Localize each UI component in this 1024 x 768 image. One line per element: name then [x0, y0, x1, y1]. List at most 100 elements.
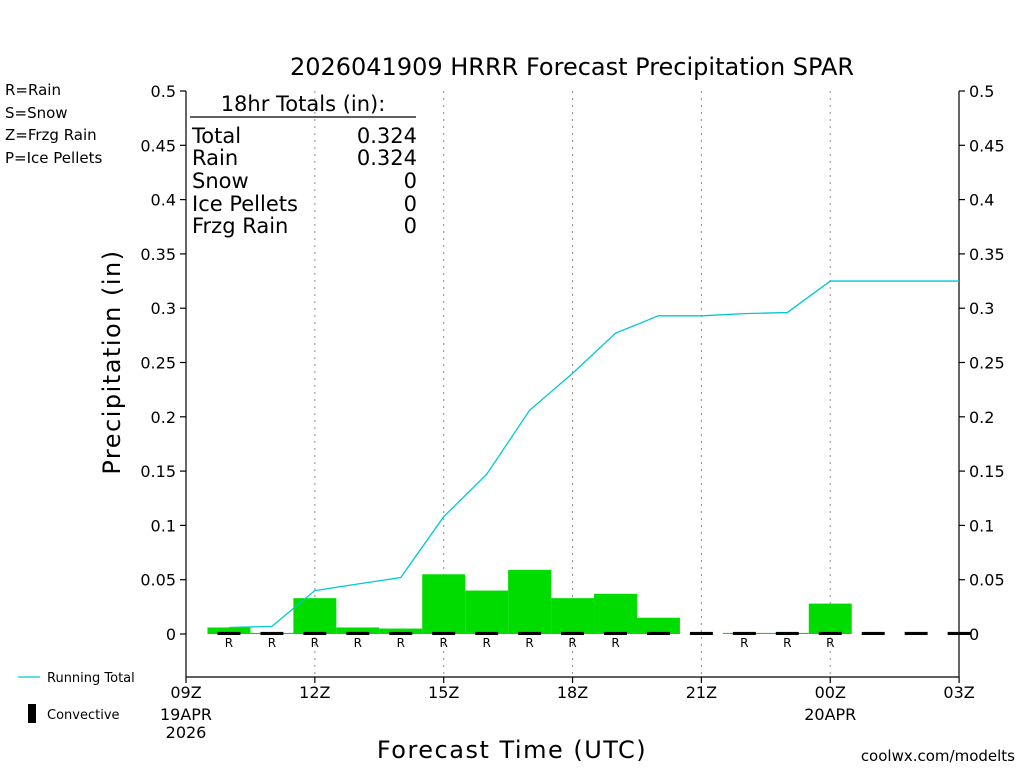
- convective-bar: [861, 631, 885, 635]
- ptype-legend-ice-pellets: P=Ice Pellets: [5, 149, 102, 167]
- convective-bar: [518, 631, 542, 635]
- y-tick-label: 0.2: [969, 408, 994, 427]
- convective-bar: [775, 631, 799, 635]
- convective-bar: [904, 631, 928, 635]
- series-legend: Running Total Convective: [18, 671, 135, 723]
- running-total-polyline: [228, 280, 960, 629]
- y-tick-label: 0.4: [969, 191, 994, 210]
- precip-bar: [508, 569, 552, 634]
- totals-row-label: Total: [191, 124, 241, 148]
- y-tick-label: 0.1: [151, 516, 176, 535]
- ptype-marker: R: [568, 636, 576, 650]
- ptype-marker: R: [525, 636, 533, 650]
- y-tick-label: 0.3: [151, 299, 176, 318]
- totals-row-value: 0: [404, 192, 417, 216]
- y-tick-label: 0.3: [969, 299, 994, 318]
- y-tick-label: 0.05: [140, 571, 176, 590]
- ptype-marker: R: [225, 636, 233, 650]
- ptype-marker: R: [311, 636, 319, 650]
- running-total-line: [228, 280, 960, 629]
- convective-bar: [732, 631, 756, 635]
- y-tick-label: 0.5: [151, 82, 176, 101]
- totals-row-value: 0.324: [357, 124, 417, 148]
- totals-box: 18hr Totals (in): Total 0.324 Rain 0.324…: [190, 92, 417, 238]
- y-tick-label: 0.35: [140, 245, 176, 264]
- convective-bar: [217, 631, 241, 635]
- precip-bars: [207, 569, 852, 634]
- convective-bar: [561, 631, 585, 635]
- ptype-marker: R: [611, 636, 619, 650]
- x-tick-label: 00Z: [815, 683, 846, 702]
- ptype-marker: R: [740, 636, 748, 650]
- x-tick-label: 03Z: [943, 683, 974, 702]
- y-tick-label: 0.5: [969, 82, 994, 101]
- y-axis-label: Precipitation (in): [98, 249, 126, 474]
- x-tick-date: 19APR: [160, 705, 212, 724]
- convective-bar: [346, 631, 370, 635]
- totals-row-value: 0: [404, 169, 417, 193]
- y-tick-label: 0.45: [969, 136, 1005, 155]
- y-tick-label: 0.15: [140, 462, 176, 481]
- convective-bar: [818, 631, 842, 635]
- y-tick-label: 0.35: [969, 245, 1005, 264]
- ptype-marker: R: [783, 636, 791, 650]
- totals-row-value: 0: [404, 214, 417, 238]
- x-tick-label: 21Z: [686, 683, 717, 702]
- totals-row-label: Rain: [192, 146, 238, 170]
- chart-title: 2026041909 HRRR Forecast Precipitation S…: [290, 53, 854, 81]
- totals-row-label: Snow: [192, 169, 249, 193]
- x-axis-label: Forecast Time (UTC): [377, 736, 647, 764]
- precip-bar: [379, 628, 423, 634]
- convective-bar: [604, 631, 627, 635]
- convective-legend-swatch: [28, 704, 36, 723]
- y-tick-label: 0: [969, 625, 979, 644]
- x-tick-label: 09Z: [170, 683, 201, 702]
- convective-bar: [389, 631, 413, 635]
- ptype-marker: R: [826, 636, 834, 650]
- convective-bar: [260, 631, 284, 635]
- y-tick-label: 0.2: [151, 408, 176, 427]
- precip-bar: [808, 603, 852, 634]
- precip-bar: [293, 598, 337, 634]
- precip-bar: [207, 627, 251, 634]
- convective-legend-label: Convective: [47, 708, 120, 723]
- y-tick-label: 0.25: [969, 354, 1005, 373]
- precip-bar: [594, 593, 637, 634]
- convective-bar: [303, 631, 327, 635]
- x-tick-year: 2026: [166, 723, 207, 742]
- totals-header: 18hr Totals (in):: [221, 92, 386, 116]
- x-tick-label: 15Z: [428, 683, 459, 702]
- y-tick-label: 0.15: [969, 462, 1005, 481]
- ptype-legend-rain: R=Rain: [5, 81, 61, 99]
- totals-row-label: Ice Pellets: [192, 192, 298, 216]
- y-tick-label: 0.4: [151, 191, 176, 210]
- ptype-marker: R: [482, 636, 490, 650]
- x-tick-label: 12Z: [299, 683, 330, 702]
- convective-bar: [475, 631, 499, 635]
- x-tick-label: 18Z: [557, 683, 588, 702]
- totals-row-label: Frzg Rain: [192, 214, 288, 238]
- ptype-marker: R: [440, 636, 448, 650]
- ptype-legend: R=Rain S=Snow Z=Frzg Rain P=Ice Pellets: [5, 81, 102, 167]
- credit-text: coolwx.com/modelts: [861, 747, 1015, 765]
- y-tick-label: 0: [166, 625, 176, 644]
- convective-bar: [646, 631, 670, 635]
- precip-bar: [636, 617, 680, 634]
- totals-row-value: 0.324: [357, 146, 417, 170]
- precip-bar: [336, 627, 380, 634]
- ptype-marker: R: [354, 636, 362, 650]
- x-tick-date: 20APR: [804, 705, 856, 724]
- y-tick-label: 0.05: [969, 571, 1005, 590]
- convective-bar: [432, 631, 456, 635]
- ptype-marker: R: [268, 636, 276, 650]
- ptype-marker: R: [397, 636, 405, 650]
- running-total-legend-label: Running Total: [47, 671, 135, 686]
- y-tick-label: 0.1: [969, 516, 994, 535]
- precip-bar: [465, 590, 509, 634]
- ptype-legend-snow: S=Snow: [5, 104, 68, 122]
- y-ticks-left: 0 0.05 0.1 0.15 0.2 0.25 0.3 0.35 0.4 0.45 0.5: [140, 82, 186, 644]
- y-ticks-right: 0 0.05 0.1 0.15 0.2 0.25 0.3 0.35 0.4 0.45 0.5: [959, 82, 1005, 644]
